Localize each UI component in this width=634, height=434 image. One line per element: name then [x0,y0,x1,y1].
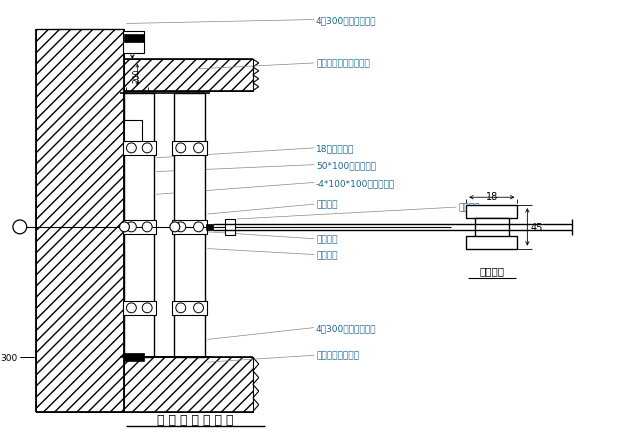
Text: 45: 45 [530,222,543,232]
Circle shape [170,222,180,232]
Bar [36,30,124,411]
Bar [172,220,207,234]
Text: 挡 墙 模 板 支 设 图: 挡 墙 模 板 支 设 图 [157,413,234,426]
Text: 次三层（次二层）: 次三层（次二层） [316,351,359,360]
Bar [172,141,207,155]
Text: 次二层（次一层）楼层: 次二层（次一层）楼层 [316,59,370,68]
Circle shape [193,303,204,313]
Circle shape [176,303,186,313]
Circle shape [176,144,186,154]
Text: 300: 300 [1,353,18,362]
Bar [122,141,156,155]
Bar [124,353,144,362]
Text: 步行大栿: 步行大栿 [316,250,337,260]
Circle shape [176,222,186,232]
Bar [174,93,205,357]
Circle shape [13,220,27,234]
Circle shape [120,222,129,232]
Text: 木层大栿: 木层大栿 [479,266,504,276]
Bar [122,301,156,315]
Circle shape [126,144,136,154]
Bar [466,236,517,249]
Text: -4*100*100钢板止水片: -4*100*100钢板止水片 [316,178,395,187]
Circle shape [193,222,204,232]
Bar [225,220,235,235]
Text: 18厚木胶合板: 18厚木胶合板 [316,144,354,153]
Bar [124,60,253,92]
Text: 18: 18 [486,192,498,202]
Bar [124,93,154,357]
Circle shape [142,303,152,313]
Circle shape [142,144,152,154]
Bar [475,218,508,237]
Text: 4厚300宽钢板止水带: 4厚300宽钢板止水带 [316,323,377,332]
Bar [124,121,142,145]
Bar [466,206,517,218]
Text: 对拉螺杆: 对拉螺杆 [316,235,337,243]
Bar [207,224,214,230]
Circle shape [126,222,136,232]
Bar [122,220,156,234]
Bar [122,32,144,54]
Text: 50*100木枋竖管槽: 50*100木枋竖管槽 [316,161,376,170]
Circle shape [126,303,136,313]
Text: 钢管模楞: 钢管模楞 [316,200,337,209]
Text: 限位钢管: 限位钢管 [458,203,480,212]
Bar [124,357,253,411]
Circle shape [193,144,204,154]
Bar [172,301,207,315]
Text: 200: 200 [133,69,142,83]
Text: 4厚300宽钢板止水带: 4厚300宽钢板止水带 [316,16,377,25]
Bar [124,35,144,43]
Circle shape [142,222,152,232]
